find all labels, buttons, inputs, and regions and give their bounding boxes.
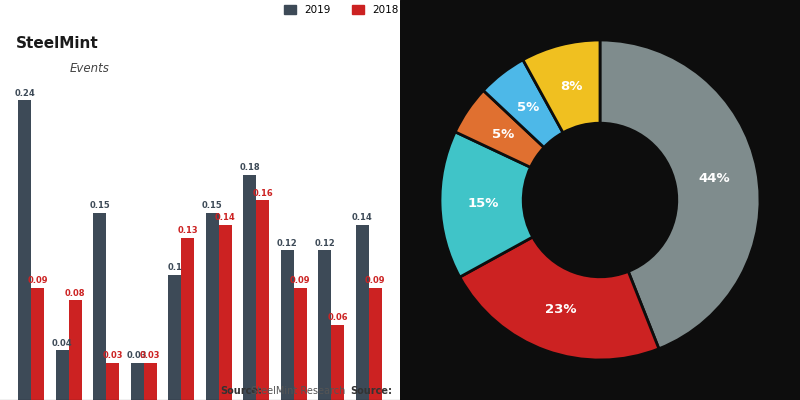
Text: SteelMint: SteelMint bbox=[16, 36, 98, 51]
Text: 0.15: 0.15 bbox=[90, 201, 110, 210]
Wedge shape bbox=[455, 90, 544, 167]
Text: 5%: 5% bbox=[492, 128, 514, 141]
Text: 0.03: 0.03 bbox=[102, 351, 123, 360]
Text: 0.18: 0.18 bbox=[239, 164, 260, 172]
Bar bbox=[243, 175, 256, 400]
Text: 44%: 44% bbox=[699, 172, 730, 185]
Bar bbox=[256, 200, 270, 400]
Wedge shape bbox=[523, 40, 600, 133]
Wedge shape bbox=[483, 60, 563, 148]
Text: 0.1: 0.1 bbox=[167, 264, 182, 272]
Bar bbox=[369, 288, 382, 400]
Text: 0.09: 0.09 bbox=[365, 276, 386, 285]
Bar bbox=[144, 362, 157, 400]
Text: Events: Events bbox=[70, 62, 110, 75]
Text: 0.03: 0.03 bbox=[127, 351, 147, 360]
Text: 0.16: 0.16 bbox=[253, 188, 273, 198]
Text: Source:: Source: bbox=[350, 386, 392, 396]
Bar bbox=[93, 212, 106, 400]
Text: 23%: 23% bbox=[545, 303, 576, 316]
Bar bbox=[18, 100, 31, 400]
Text: 8%: 8% bbox=[560, 80, 582, 93]
Wedge shape bbox=[460, 237, 659, 360]
Text: SteelMint Research: SteelMint Research bbox=[248, 386, 346, 396]
Bar bbox=[69, 300, 82, 400]
Text: 0.24: 0.24 bbox=[14, 88, 35, 98]
Text: 0.09: 0.09 bbox=[28, 276, 48, 285]
Text: Source:: Source: bbox=[220, 386, 262, 396]
Text: 0.04: 0.04 bbox=[52, 338, 73, 348]
Bar bbox=[168, 275, 182, 400]
Bar bbox=[130, 362, 144, 400]
Legend: 2019, 2018: 2019, 2018 bbox=[283, 5, 398, 15]
Bar bbox=[281, 250, 294, 400]
Text: 5%: 5% bbox=[518, 101, 539, 114]
Text: 0.09: 0.09 bbox=[290, 276, 310, 285]
Bar bbox=[31, 288, 45, 400]
Bar bbox=[355, 225, 369, 400]
Text: 0.12: 0.12 bbox=[314, 238, 335, 248]
Bar bbox=[294, 288, 307, 400]
Text: 0.03: 0.03 bbox=[140, 351, 161, 360]
Text: 0.14: 0.14 bbox=[352, 214, 373, 222]
Bar bbox=[331, 325, 344, 400]
Bar bbox=[106, 362, 119, 400]
Text: 0.06: 0.06 bbox=[327, 314, 348, 322]
Bar bbox=[56, 350, 69, 400]
Wedge shape bbox=[600, 40, 760, 349]
Text: 0.08: 0.08 bbox=[65, 288, 86, 298]
Text: 0.14: 0.14 bbox=[215, 214, 236, 222]
Bar bbox=[182, 238, 194, 400]
Bar bbox=[206, 212, 218, 400]
Text: 0.15: 0.15 bbox=[202, 201, 222, 210]
Text: 0.12: 0.12 bbox=[277, 238, 298, 248]
Text: 0.13: 0.13 bbox=[178, 226, 198, 235]
Text: 15%: 15% bbox=[467, 197, 499, 210]
Bar bbox=[218, 225, 232, 400]
Bar bbox=[318, 250, 331, 400]
Wedge shape bbox=[440, 132, 533, 277]
